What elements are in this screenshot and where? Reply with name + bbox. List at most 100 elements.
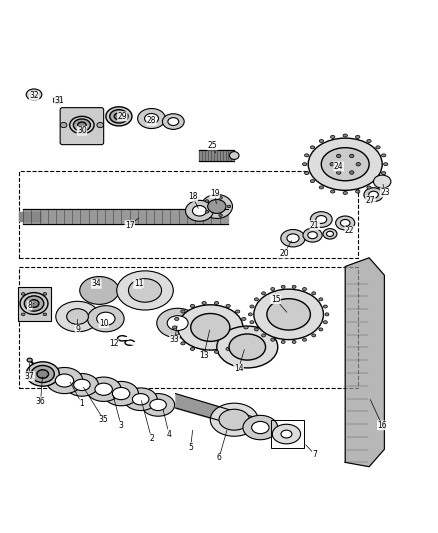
Ellipse shape — [308, 232, 318, 239]
Ellipse shape — [21, 293, 25, 295]
Ellipse shape — [267, 298, 311, 330]
Ellipse shape — [74, 119, 90, 131]
Ellipse shape — [181, 310, 185, 313]
Text: 24: 24 — [334, 162, 343, 171]
Ellipse shape — [162, 114, 184, 130]
Ellipse shape — [323, 305, 327, 308]
Ellipse shape — [138, 109, 166, 128]
Ellipse shape — [214, 350, 219, 353]
Ellipse shape — [128, 279, 162, 302]
Text: 4: 4 — [166, 430, 171, 439]
Ellipse shape — [319, 298, 323, 301]
Ellipse shape — [381, 154, 386, 157]
Ellipse shape — [202, 350, 206, 353]
Ellipse shape — [185, 200, 213, 221]
Ellipse shape — [364, 188, 383, 201]
Ellipse shape — [272, 424, 300, 444]
Ellipse shape — [141, 393, 175, 416]
Text: 8: 8 — [27, 301, 32, 310]
Ellipse shape — [356, 163, 360, 166]
Text: 17: 17 — [125, 221, 134, 230]
Text: 18: 18 — [188, 192, 198, 201]
Ellipse shape — [229, 334, 265, 360]
Ellipse shape — [316, 215, 327, 223]
Ellipse shape — [304, 154, 309, 157]
Ellipse shape — [330, 163, 334, 166]
Ellipse shape — [374, 175, 391, 188]
Ellipse shape — [376, 146, 380, 149]
Ellipse shape — [70, 116, 94, 134]
Ellipse shape — [336, 216, 355, 230]
Ellipse shape — [350, 154, 354, 158]
Ellipse shape — [331, 190, 335, 193]
Ellipse shape — [67, 309, 88, 325]
Ellipse shape — [343, 134, 347, 137]
Ellipse shape — [230, 151, 239, 159]
Ellipse shape — [117, 271, 173, 310]
Ellipse shape — [192, 206, 206, 216]
Ellipse shape — [106, 107, 132, 126]
Ellipse shape — [190, 348, 194, 350]
Text: 31: 31 — [54, 96, 64, 105]
Ellipse shape — [310, 180, 314, 183]
Text: 13: 13 — [199, 351, 208, 360]
Ellipse shape — [150, 399, 166, 410]
Text: 2: 2 — [149, 434, 154, 443]
Ellipse shape — [97, 123, 103, 128]
Ellipse shape — [254, 289, 323, 340]
Ellipse shape — [145, 114, 159, 124]
Ellipse shape — [243, 415, 278, 440]
Ellipse shape — [292, 285, 296, 288]
Ellipse shape — [88, 305, 124, 332]
Ellipse shape — [205, 211, 208, 213]
Ellipse shape — [114, 113, 124, 120]
Ellipse shape — [244, 326, 248, 329]
Ellipse shape — [27, 358, 32, 362]
Ellipse shape — [356, 135, 360, 139]
Ellipse shape — [250, 305, 254, 308]
Ellipse shape — [381, 172, 386, 175]
Ellipse shape — [281, 341, 285, 343]
Ellipse shape — [303, 163, 307, 166]
Ellipse shape — [312, 334, 316, 337]
Ellipse shape — [226, 348, 230, 350]
Ellipse shape — [319, 140, 324, 142]
Ellipse shape — [271, 338, 275, 341]
Ellipse shape — [97, 312, 115, 325]
Ellipse shape — [104, 382, 138, 406]
Ellipse shape — [227, 205, 231, 208]
Ellipse shape — [271, 287, 275, 290]
Ellipse shape — [168, 118, 179, 125]
Ellipse shape — [46, 367, 83, 393]
Text: 14: 14 — [234, 364, 244, 373]
Ellipse shape — [304, 172, 309, 175]
Text: 5: 5 — [188, 442, 193, 451]
Text: 10: 10 — [99, 319, 109, 328]
Ellipse shape — [236, 342, 240, 345]
Ellipse shape — [219, 409, 250, 430]
Text: 36: 36 — [35, 397, 46, 406]
Ellipse shape — [319, 328, 323, 331]
Ellipse shape — [201, 195, 233, 219]
Ellipse shape — [369, 191, 378, 198]
Ellipse shape — [29, 300, 39, 308]
Ellipse shape — [312, 292, 316, 295]
Text: 27: 27 — [366, 196, 375, 205]
Ellipse shape — [175, 334, 179, 337]
Ellipse shape — [331, 135, 335, 139]
Ellipse shape — [350, 171, 354, 174]
Text: 12: 12 — [109, 340, 118, 349]
Text: 30: 30 — [77, 126, 87, 135]
Ellipse shape — [236, 310, 240, 313]
Ellipse shape — [252, 422, 269, 434]
Text: 21: 21 — [310, 221, 319, 230]
Ellipse shape — [95, 383, 113, 395]
Ellipse shape — [191, 313, 230, 341]
Text: 3: 3 — [119, 421, 124, 430]
Ellipse shape — [78, 122, 86, 128]
Ellipse shape — [281, 430, 292, 438]
Ellipse shape — [323, 229, 337, 239]
Ellipse shape — [173, 326, 177, 329]
Text: 25: 25 — [208, 141, 217, 150]
Text: 6: 6 — [216, 454, 222, 463]
